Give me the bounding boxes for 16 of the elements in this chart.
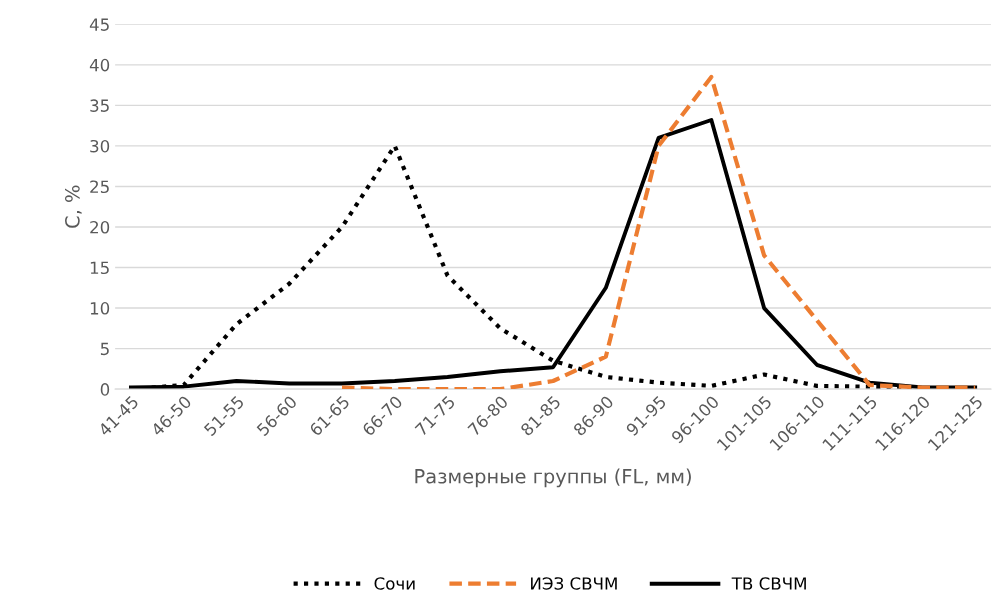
y-tick-label: 5 — [100, 342, 109, 356]
y-tick-label: 15 — [90, 261, 109, 275]
y-tick-label: 0 — [100, 383, 110, 396]
y-tick-label: 20 — [90, 220, 110, 234]
y-tick-label: 10 — [90, 302, 110, 315]
legend-label: ИЭЗ СВЧМ — [531, 577, 617, 590]
legend-label: ТВ СВЧМ — [731, 577, 806, 590]
legend-label: Сочи — [374, 577, 415, 590]
y-tick-label: 45 — [89, 18, 109, 31]
line-series — [339, 74, 978, 390]
x-axis-title: Размерные группы (FL, мм) — [415, 468, 691, 488]
y-tick-label: 25 — [90, 180, 109, 194]
y-tick-label: 40 — [89, 58, 110, 72]
y-axis-title: C, % — [65, 185, 82, 228]
y-tick-label: 30 — [90, 139, 110, 153]
y-tick-label: 35 — [90, 99, 109, 112]
